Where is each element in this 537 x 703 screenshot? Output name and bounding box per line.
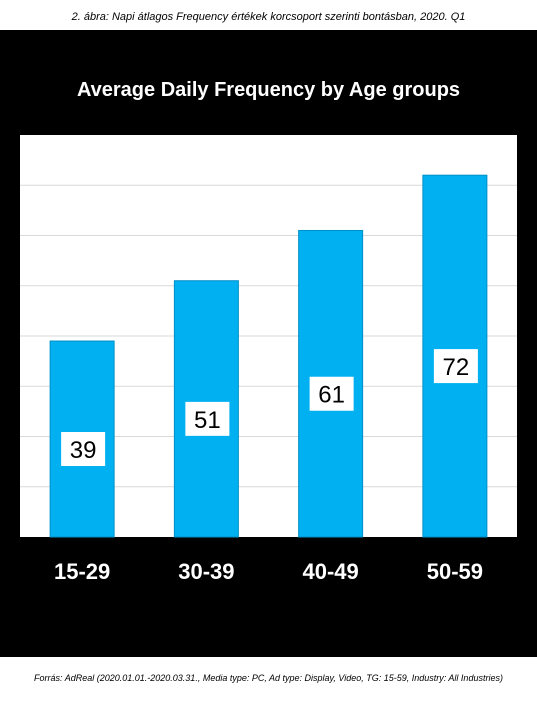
data-label-box [61,432,106,467]
chart-title: Average Daily Frequency by Age groups [76,79,461,101]
data-label: 61 [318,382,345,409]
x-tick-label: 15-29 [54,559,110,584]
x-tick-label: 50-59 [427,559,483,584]
figure-caption: 2. ábra: Napi átlagos Frequency értékek … [71,11,466,23]
data-label-box [433,349,478,384]
x-tick-label: 30-39 [178,559,234,584]
data-label: 51 [194,407,221,434]
data-label-box [185,401,230,436]
data-label: 39 [70,437,97,464]
source-note: Forrás: AdReal (2020.01.01.-2020.03.31.,… [34,673,503,683]
x-tick-label: 40-49 [302,559,358,584]
data-label: 72 [443,354,470,381]
data-label-box [309,376,354,411]
